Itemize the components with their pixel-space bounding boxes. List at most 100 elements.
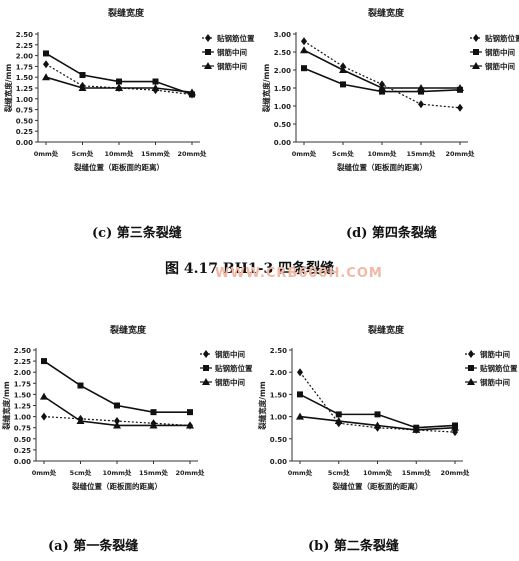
y-tick-label: 3.00 <box>274 31 291 39</box>
data-point <box>78 84 87 91</box>
data-point <box>186 421 194 429</box>
data-point <box>378 84 386 91</box>
y-tick-label: 1.00 <box>274 103 291 111</box>
y-axis-label: 裂缝宽度/mm <box>257 381 267 430</box>
chart-title: 裂缝宽度 <box>367 7 405 19</box>
y-tick-label: 1.50 <box>16 74 33 82</box>
data-point <box>42 73 50 81</box>
data-point <box>340 81 346 88</box>
data-point <box>301 37 307 46</box>
data-point <box>418 100 424 109</box>
legend-marker <box>473 34 479 42</box>
chart-title: 裂缝宽度 <box>367 324 405 336</box>
x-axis-label: 裂缝位置（距板面的距离） <box>333 481 423 491</box>
x-tick-label: 20mm处 <box>440 468 470 477</box>
caption-c: (c) 第三条裂缝 <box>92 226 182 241</box>
data-point <box>300 46 308 54</box>
chart-d: 裂缝宽度 0.00 0.50 1.00 1.50 2.00 2.50 3.00 0mm处 5cm处… <box>261 7 519 172</box>
y-tick-label: 1.00 <box>14 414 31 422</box>
x-axis-label: 裂缝位置（距板面的距离） <box>74 162 164 172</box>
series-line <box>45 63 193 96</box>
data-point <box>114 402 120 409</box>
data-point <box>339 66 347 73</box>
x-tick-label: 10mm处 <box>104 149 134 158</box>
y-tick-label: 2.00 <box>270 369 287 377</box>
data-point <box>297 368 303 377</box>
legend-marker <box>468 365 474 371</box>
data-point <box>297 391 303 398</box>
data-point <box>188 88 196 96</box>
legend-label: 钢筋中间 <box>485 61 515 71</box>
x-axis-label: 裂缝位置（距板面的距离） <box>337 162 427 172</box>
y-tick-label: 1.75 <box>14 380 31 388</box>
legend-label: 贴钢筋位置 <box>215 363 253 373</box>
legend-label: 钢筋中间 <box>215 349 245 359</box>
data-point <box>374 411 381 418</box>
y-tick-label: 0.50 <box>274 121 291 129</box>
legend-marker <box>472 62 480 69</box>
x-tick-label: 15mm处 <box>141 149 171 158</box>
legend-label: 贴钢筋位置 <box>485 33 519 43</box>
data-point <box>40 392 48 400</box>
data-point <box>187 409 193 416</box>
data-point <box>379 88 385 95</box>
y-tick-label: 1.25 <box>14 403 31 411</box>
x-tick-label: 5cm处 <box>328 468 350 477</box>
y-axis-label: 裂缝宽度/mm <box>1 381 11 430</box>
y-tick-label: 2.50 <box>270 347 287 355</box>
legend-marker <box>467 378 475 385</box>
data-point <box>77 382 84 389</box>
y-axis-label: 裂缝宽度/mm <box>3 64 13 113</box>
legend-marker <box>203 350 209 358</box>
legend-label: 钢筋中间 <box>215 377 245 387</box>
y-tick-label: 0.75 <box>14 425 31 433</box>
y-tick-label: 1.00 <box>270 414 287 422</box>
chart-b: 裂缝宽度 0.00 0.50 1.00 1.50 2.00 2.50 0mm处 5cm处 10mm… <box>257 324 518 491</box>
data-point <box>76 417 85 425</box>
data-point <box>149 421 158 429</box>
y-tick-label: 1.50 <box>274 85 291 93</box>
x-tick-label: 0mm处 <box>288 468 313 477</box>
data-point <box>334 417 343 425</box>
y-tick-label: 1.00 <box>16 96 33 104</box>
caption-b: (b) 第二条裂缝 <box>308 539 399 554</box>
y-tick-label: 2.50 <box>274 49 291 57</box>
y-tick-label: 1.25 <box>16 85 33 93</box>
y-tick-label: 0.75 <box>16 107 33 115</box>
y-tick-label: 1.75 <box>16 63 33 71</box>
y-tick-label: 0.00 <box>16 139 33 147</box>
y-tick-label: 2.00 <box>274 67 291 75</box>
y-tick-label: 2.50 <box>16 31 33 39</box>
y-tick-label: 2.00 <box>16 53 33 61</box>
caption-d: (d) 第四条裂缝 <box>346 226 437 241</box>
data-point <box>412 425 421 433</box>
data-point <box>296 412 304 420</box>
y-tick-label: 0.25 <box>14 447 31 455</box>
data-point <box>456 84 464 91</box>
x-tick-label: 5cm处 <box>332 149 354 158</box>
y-tick-label: 1.50 <box>14 391 31 399</box>
y-tick-label: 2.00 <box>14 369 31 377</box>
caption-a: (a) 第一条裂缝 <box>48 539 139 554</box>
figure-caption: 图 4.17 BH1-3 四条裂缝 <box>165 261 335 277</box>
x-tick-label: 10mm处 <box>102 468 132 477</box>
x-tick-label: 15mm处 <box>402 468 432 477</box>
x-tick-label: 0mm处 <box>32 468 57 477</box>
legend-label: 贴钢筋位置 <box>480 363 518 373</box>
x-tick-label: 20mm处 <box>175 468 205 477</box>
y-tick-label: 0.50 <box>16 117 33 125</box>
data-point <box>150 409 157 416</box>
chart-title: 裂缝宽度 <box>109 324 147 336</box>
data-point <box>373 421 382 429</box>
legend-marker <box>202 378 210 385</box>
y-tick-label: 0.50 <box>14 436 31 444</box>
data-point <box>79 72 86 79</box>
data-point <box>43 50 49 57</box>
x-tick-label: 20mm处 <box>445 149 475 158</box>
legend-label: 钢筋中间 <box>217 61 247 71</box>
y-tick-label: 0.00 <box>274 139 291 147</box>
legend-label: 钢筋中间 <box>480 377 510 387</box>
data-point <box>301 65 307 72</box>
data-point <box>457 103 463 112</box>
